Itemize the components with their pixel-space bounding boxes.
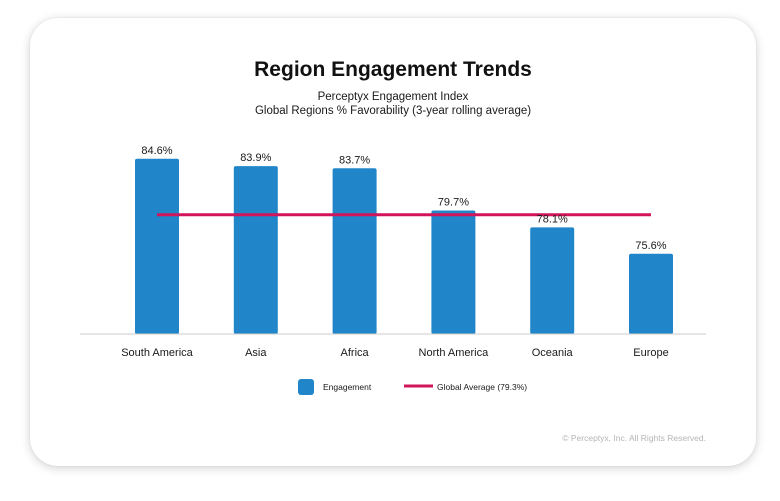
category-label-asia: Asia — [245, 347, 267, 359]
chart-title: Region Engagement Trends — [254, 58, 532, 81]
bar-north-america — [431, 210, 476, 334]
chart-subtitle-line-2: Global Regions % Favorability (3-year ro… — [255, 105, 531, 117]
data-label-africa: 83.7% — [339, 154, 370, 166]
chart-svg: Region Engagement Trends Perceptyx Engag… — [80, 58, 706, 443]
chart-card: Region Engagement Trends Perceptyx Engag… — [30, 18, 756, 466]
data-label-south-america: 84.6% — [141, 145, 172, 157]
bar-south-america — [135, 158, 179, 334]
category-label-europe: Europe — [633, 347, 668, 359]
bars-layer — [135, 158, 673, 334]
labels-layer: 84.6% South America 83.9% Asia 83.7% Africa 79… — [121, 145, 669, 359]
copyright-notice: © Perceptyx, Inc. All Rights Reserved. — [562, 433, 706, 443]
data-label-north-america: 79.7% — [438, 197, 469, 209]
data-label-europe: 75.6% — [635, 240, 666, 252]
legend-label-engagement: Engagement — [323, 382, 372, 392]
legend: Engagement Global Average (79.3%) — [298, 379, 527, 395]
bar-europe — [629, 253, 673, 334]
category-label-north-america: North America — [419, 347, 490, 359]
category-label-oceania: Oceania — [532, 347, 574, 359]
legend-swatch-engagement — [298, 379, 314, 395]
category-label-south-america: South America — [121, 347, 193, 359]
bar-africa — [332, 168, 377, 334]
bar-asia — [233, 166, 278, 334]
data-label-asia: 83.9% — [240, 152, 271, 164]
category-label-africa: Africa — [341, 347, 370, 359]
bar-oceania — [530, 227, 575, 334]
chart-subtitle-line-1: Perceptyx Engagement Index — [318, 91, 469, 103]
data-label-oceania: 78.1% — [537, 213, 568, 225]
legend-label-global-average: Global Average (79.3%) — [437, 382, 527, 392]
